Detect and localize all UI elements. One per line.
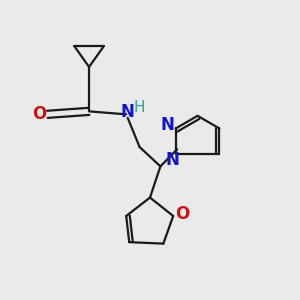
Text: O: O — [175, 205, 189, 223]
Text: N: N — [120, 103, 134, 121]
Text: N: N — [160, 116, 174, 134]
Text: H: H — [133, 100, 145, 115]
Text: N: N — [166, 151, 180, 169]
Text: O: O — [32, 105, 46, 123]
